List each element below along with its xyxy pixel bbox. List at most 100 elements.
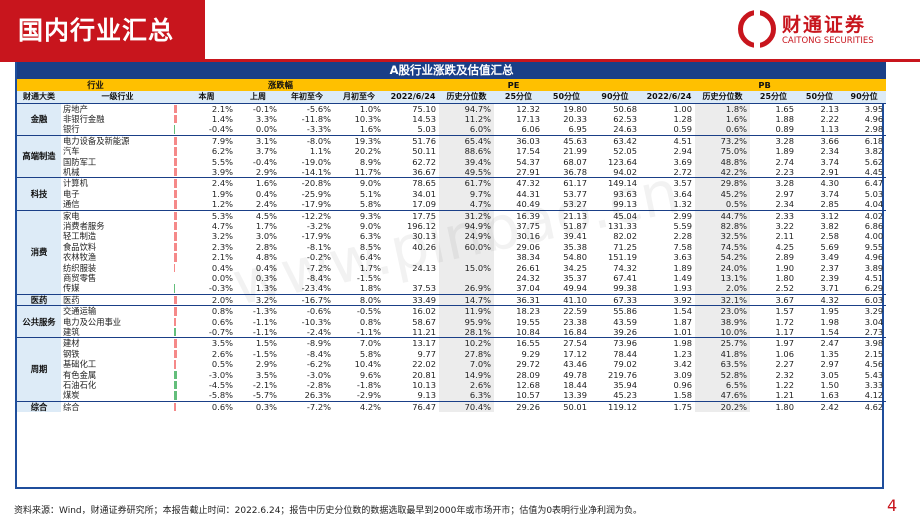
industry-name: 通信: [61, 199, 174, 211]
table-row: 煤炭 -5.8% -5.7% 26.3% -2.9% 9.13 6.3% 10.57 13.39…: [17, 390, 886, 402]
weekly-change-bar: [174, 156, 177, 167]
pe-value: 27.8%: [439, 348, 494, 360]
pb-value: 25.7%: [695, 337, 750, 349]
weekly-change-bar: [174, 146, 177, 157]
pe-value: 33.49: [387, 293, 439, 306]
industry-name: 房地产: [61, 102, 174, 114]
change-value: 3.1%: [236, 134, 280, 147]
change-value: 0.6%: [177, 400, 236, 413]
pe-value: 50.68: [590, 102, 640, 114]
column-header: 历史分位数: [695, 91, 750, 103]
pe-value: 19.80: [543, 102, 590, 114]
weekly-change-bar: [174, 262, 177, 273]
pe-value: 24.32: [516, 273, 540, 283]
pe-value: 36.31: [494, 293, 543, 306]
change-value: 1.9%: [211, 188, 233, 199]
pe-value: 7.0%: [439, 359, 494, 370]
pb-value: 2.11: [775, 231, 794, 242]
change-value: 2.1%: [211, 252, 233, 263]
category-label: 周期: [17, 337, 61, 402]
pb-value: 3.98: [842, 337, 887, 349]
pb-value: 1.57: [750, 305, 797, 317]
pe-value: 31.2%: [439, 209, 494, 221]
change-value: 3.2%: [236, 293, 280, 306]
pe-value: 67.41: [613, 273, 637, 283]
pe-value: 29.26: [494, 400, 543, 413]
pe-value: 51.87: [563, 220, 587, 231]
weekly-change-bar: [174, 369, 177, 381]
change-value: -6.2%: [306, 359, 331, 370]
pb-value: 1.65: [750, 102, 797, 114]
industry-name: 石油石化: [61, 380, 174, 391]
pb-value: 2.34: [775, 199, 794, 210]
table-row: 钢铁 2.6% -1.5% -8.4% 5.8% 9.77 27.8% 9.29 17.12 78…: [17, 348, 886, 360]
header-pe: PE: [387, 79, 640, 91]
pe-value: 9.7%: [439, 188, 494, 200]
bar-fill: [174, 147, 177, 156]
change-value: 3.0%: [255, 231, 277, 242]
pb-value: 1.98: [643, 337, 695, 349]
pe-value: 12.68: [516, 380, 540, 391]
pe-value: 43.46: [563, 359, 587, 370]
bar-fill: [174, 136, 177, 146]
bar-fill: [174, 189, 177, 199]
pb-value: 32.5%: [695, 231, 750, 242]
change-value: 0.4%: [255, 262, 277, 273]
column-header: 90分位: [590, 91, 640, 103]
pb-value: 2.99: [643, 209, 695, 221]
pb-value: 73.2%: [695, 134, 750, 147]
pe-value: 62.72: [412, 156, 436, 167]
pb-value: 2.33: [750, 209, 797, 221]
change-value: -2.4%: [306, 327, 331, 338]
bar-fill: [174, 349, 177, 359]
pe-value: 95.9%: [439, 316, 494, 328]
change-value: 7.9%: [177, 134, 236, 147]
pb-value: 1.01: [673, 327, 692, 338]
pe-value: 26.9%: [439, 283, 494, 295]
pb-value: 2.52: [775, 283, 794, 294]
change-value: 3.9%: [211, 166, 233, 177]
pb-value: 4.00: [864, 231, 884, 242]
change-value: 2.4%: [255, 199, 277, 210]
pe-value: 40.26: [412, 241, 436, 252]
industry-name: 机械: [61, 166, 174, 178]
bar-fill: [174, 360, 176, 369]
pb-value: 20.2%: [695, 400, 750, 413]
table-row: 石油石化 -4.5% -2.1% -2.8% -1.8% 10.13 2.6% 12.68 18…: [17, 380, 886, 391]
bar-fill: [174, 402, 177, 412]
pb-value: 3.05: [820, 369, 839, 380]
table-row: 金融 房地产 2.1% -0.1% -5.6% 1.0% 75.10 94.7% 12.32 19…: [17, 102, 887, 136]
change-value: 1.3%: [255, 283, 277, 294]
pe-value: 29.06: [516, 241, 540, 252]
pe-value: [439, 252, 494, 263]
pb-value: 1.98: [820, 316, 839, 327]
table-row: 综合 综合 0.6% 0.3% -7.2% 4.2% 76.47 70.4% 29.26 50.0…: [17, 400, 887, 413]
pb-value: 1.17: [775, 327, 794, 338]
change-value: -17.9%: [301, 199, 331, 210]
pb-value: 48.8%: [695, 156, 750, 167]
weekly-change-bar: [174, 102, 177, 114]
change-value: -1.3%: [236, 305, 280, 317]
pe-value: 16.39: [494, 209, 543, 221]
bar-fill: [174, 381, 177, 390]
pb-value: 23.0%: [695, 305, 750, 317]
industry-name: 轻工制造: [61, 231, 174, 242]
pb-value: 4.62: [842, 400, 887, 413]
bar-fill: [174, 125, 176, 134]
change-value: -0.7%: [208, 327, 233, 338]
category-label: 综合: [17, 400, 61, 413]
header-industry: 行业: [17, 79, 174, 91]
column-header: 2022/6/24: [387, 91, 439, 103]
pe-value: 27.54: [543, 337, 590, 349]
change-value: -20.8%: [280, 177, 334, 189]
change-value: 2.4%: [177, 177, 236, 189]
pb-value: 3.64: [673, 188, 692, 199]
change-value: 9.0%: [334, 177, 384, 189]
pe-value: 74.32: [613, 262, 637, 273]
pb-value: 3.66: [797, 134, 842, 147]
pe-value: 119.12: [590, 400, 640, 413]
change-value: 4.2%: [334, 400, 384, 413]
change-value: 4.7%: [211, 220, 233, 231]
pe-value: 18.44: [563, 380, 587, 391]
pb-value: 6.29: [864, 283, 884, 294]
